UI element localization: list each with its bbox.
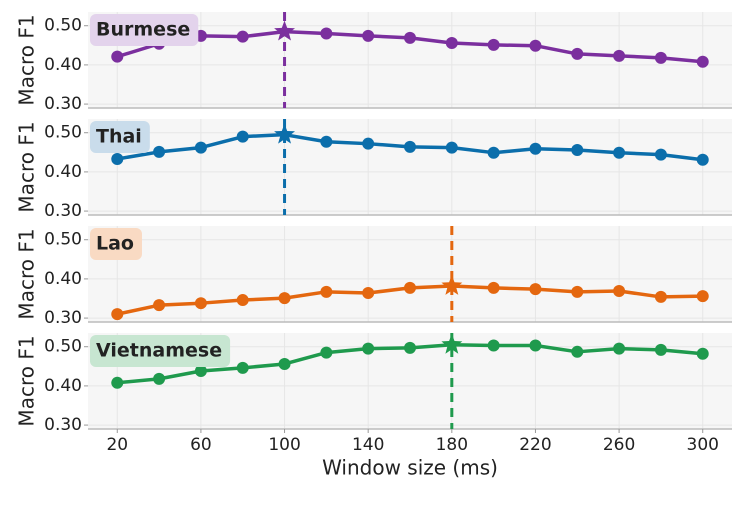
marker	[571, 345, 584, 358]
marker	[111, 376, 124, 389]
x-tick-label: 60	[190, 435, 212, 455]
y-tick-label: 0.30	[44, 94, 82, 114]
marker	[529, 339, 542, 352]
marker	[362, 29, 375, 42]
marker	[194, 297, 207, 310]
plot-area	[88, 226, 732, 322]
marker	[278, 357, 291, 370]
y-axis-label: Macro F1	[15, 335, 39, 426]
marker	[654, 148, 667, 161]
marker	[696, 290, 709, 303]
marker	[153, 145, 166, 158]
x-axis-label: Window size (ms)	[322, 456, 498, 480]
panel-title: Burmese	[96, 19, 190, 41]
marker	[696, 347, 709, 360]
panel-title: Vietnamese	[96, 340, 222, 362]
x-tick-label: 300	[687, 435, 719, 455]
x-tick-label: 260	[603, 435, 635, 455]
marker	[404, 31, 416, 44]
marker	[153, 299, 166, 312]
marker	[111, 308, 124, 321]
marker	[487, 339, 500, 352]
y-axis-label: Macro F1	[15, 228, 39, 319]
marker	[194, 365, 207, 378]
best-marker	[274, 20, 295, 41]
marker	[236, 30, 249, 43]
label-box	[90, 121, 150, 153]
marker	[613, 146, 626, 159]
marker	[654, 290, 667, 303]
marker	[487, 38, 500, 51]
y-tick-label: 0.50	[44, 230, 82, 250]
marker	[654, 343, 667, 356]
marker	[529, 39, 542, 52]
marker	[404, 140, 416, 153]
best-marker	[274, 123, 295, 144]
marker	[111, 152, 124, 165]
y-tick-label: 0.50	[44, 337, 82, 357]
marker	[320, 27, 333, 40]
marker	[320, 285, 333, 298]
marker	[236, 130, 249, 143]
marker	[529, 283, 542, 296]
x-tick-label: 140	[352, 435, 384, 455]
y-tick-label: 0.40	[44, 376, 82, 396]
marker	[487, 281, 500, 294]
label-box	[90, 335, 231, 367]
marker	[362, 287, 375, 300]
plot-area	[88, 119, 732, 215]
label-box	[90, 228, 142, 260]
y-tick-label: 0.40	[44, 55, 82, 75]
panel-title: Thai	[96, 126, 142, 148]
x-tick-label: 20	[106, 435, 128, 455]
marker	[445, 36, 458, 49]
y-axis-label: Macro F1	[15, 14, 39, 105]
y-tick-label: 0.50	[44, 16, 82, 36]
marker	[571, 285, 584, 298]
marker	[236, 294, 249, 307]
marker	[404, 281, 416, 294]
y-tick-label: 0.40	[44, 269, 82, 289]
panel-title: Lao	[96, 233, 134, 255]
x-tick-label: 100	[268, 435, 300, 455]
marker	[613, 49, 626, 62]
best-marker	[441, 333, 463, 354]
y-tick-label: 0.30	[44, 201, 82, 221]
marker	[236, 361, 249, 374]
marker	[111, 50, 124, 63]
marker	[613, 342, 626, 355]
marker	[487, 146, 500, 159]
marker	[278, 292, 291, 305]
y-tick-label: 0.30	[44, 308, 82, 328]
marker	[529, 142, 542, 155]
marker	[362, 137, 375, 150]
label-box	[90, 14, 199, 46]
marker	[571, 47, 584, 60]
best-marker	[441, 275, 463, 295]
x-tick-label: 180	[436, 435, 468, 455]
marker	[696, 153, 709, 166]
marker	[153, 372, 166, 385]
marker	[362, 342, 375, 355]
marker	[194, 141, 207, 154]
marker	[613, 285, 626, 298]
marker	[445, 141, 458, 154]
marker	[404, 341, 416, 354]
y-tick-label: 0.30	[44, 415, 82, 435]
marker	[654, 51, 667, 64]
marker	[696, 55, 709, 68]
marker	[320, 135, 333, 148]
marker	[571, 143, 584, 156]
marker	[320, 346, 333, 359]
y-tick-label: 0.50	[44, 123, 82, 143]
y-axis-label: Macro F1	[15, 121, 39, 212]
x-tick-label: 220	[519, 435, 551, 455]
y-tick-label: 0.40	[44, 162, 82, 182]
